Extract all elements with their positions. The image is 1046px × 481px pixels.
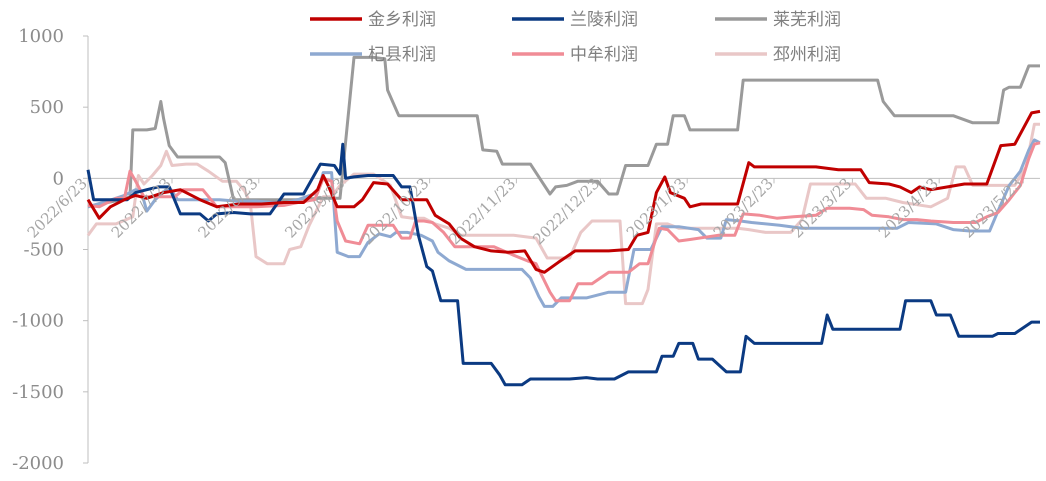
legend-label: 杞县利润 (368, 45, 436, 65)
series-line-5 (87, 141, 1041, 303)
y-axis: 1000 500 0 -500 -1000 -1500 -2000 (12, 26, 89, 474)
legend-label: 莱芜利润 (773, 10, 841, 30)
series-line-6 (86, 122, 1040, 306)
x-tick-label: 2022/10/23 (359, 174, 433, 248)
y-tick-label: 500 (30, 97, 64, 118)
series-line-2 (86, 142, 1040, 387)
series-line-3 (87, 55, 1040, 209)
legend-label: 邳州利润 (773, 45, 841, 65)
y-tick-label: -1000 (12, 311, 64, 332)
y-tick-label: -2000 (12, 453, 64, 474)
legend-label: 金乡利润 (368, 10, 436, 30)
legend-label: 中牟利润 (570, 45, 638, 65)
y-tick-label: 0 (53, 168, 64, 189)
series-lines (86, 55, 1041, 387)
y-tick-label: -500 (24, 240, 64, 261)
series-line-1 (86, 109, 1041, 274)
y-tick-label: -1500 (12, 382, 64, 403)
legend-label: 兰陵利润 (570, 10, 638, 30)
y-tick-label: 1000 (18, 26, 64, 47)
x-tick-label: 2022/11/23 (445, 174, 519, 248)
series-line-4 (87, 138, 1041, 308)
x-tick-label: 2022/7/23 (108, 174, 175, 241)
